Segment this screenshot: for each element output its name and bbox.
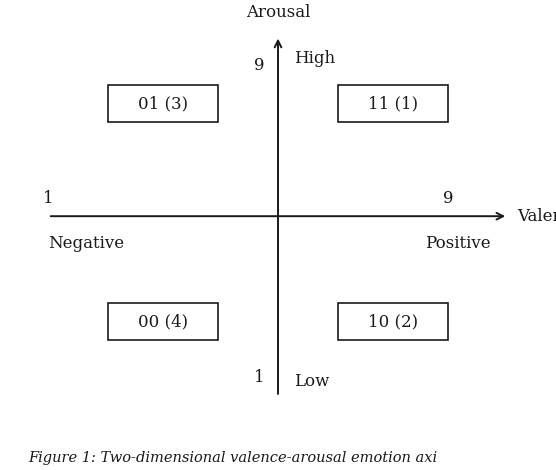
Text: Arousal: Arousal (246, 4, 310, 21)
FancyBboxPatch shape (108, 85, 218, 122)
Text: 1: 1 (254, 369, 264, 386)
FancyBboxPatch shape (338, 85, 448, 122)
Text: Low: Low (294, 373, 330, 390)
Text: Negative: Negative (48, 235, 124, 252)
Text: 1: 1 (43, 190, 53, 207)
Text: 9: 9 (443, 190, 454, 207)
Text: Positive: Positive (425, 235, 491, 252)
Text: 11 (1): 11 (1) (368, 95, 418, 112)
Text: 10 (2): 10 (2) (368, 313, 418, 330)
Text: 9: 9 (254, 57, 264, 74)
Text: 01 (3): 01 (3) (138, 95, 188, 112)
Text: Valence: Valence (517, 208, 556, 225)
Text: High: High (294, 50, 335, 67)
Text: 00 (4): 00 (4) (138, 313, 188, 330)
Text: Figure 1: Two-dimensional valence-arousal emotion axi: Figure 1: Two-dimensional valence-arousa… (28, 451, 437, 465)
FancyBboxPatch shape (338, 303, 448, 340)
FancyBboxPatch shape (108, 303, 218, 340)
